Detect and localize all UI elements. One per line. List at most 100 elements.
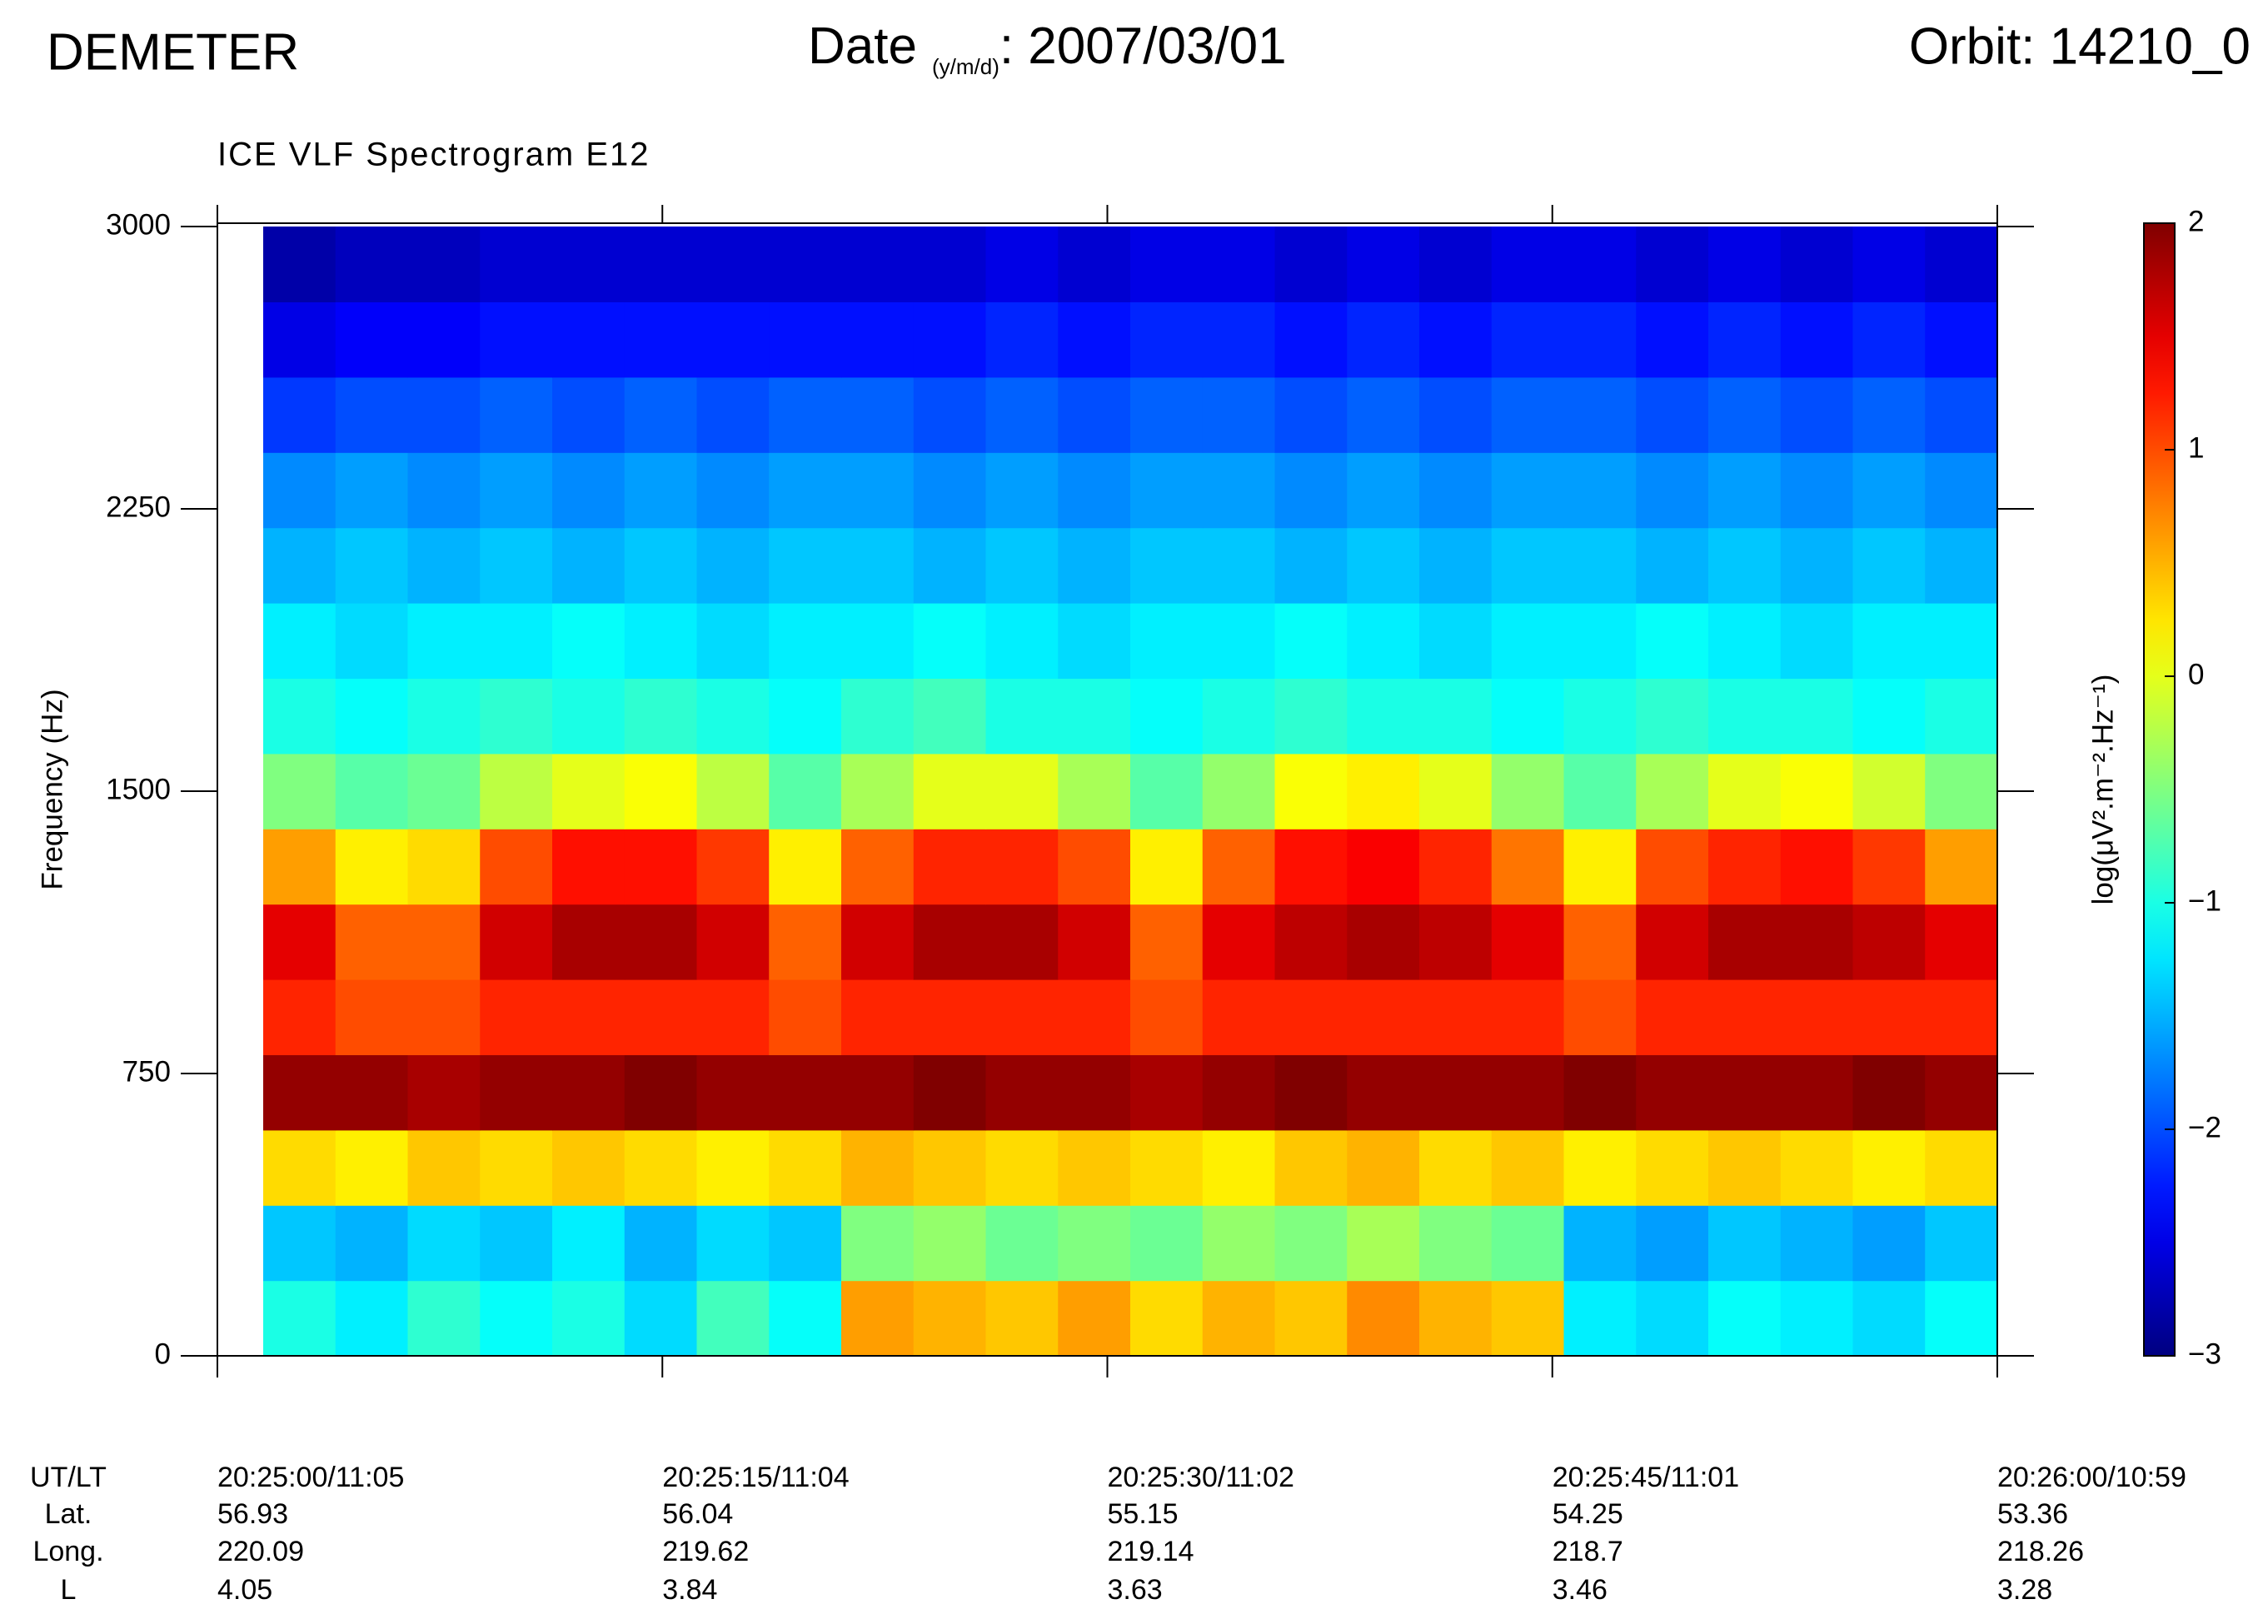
heatmap-cell (696, 979, 770, 1055)
heatmap-cell (696, 527, 770, 604)
heatmap-cell (1419, 904, 1493, 980)
heatmap-cell (1419, 1129, 1493, 1206)
heatmap-cell (552, 376, 626, 453)
orbit: Orbit: 14210_0 (1909, 17, 2251, 75)
heatmap-cell (1563, 1129, 1637, 1206)
heatmap-cell (1925, 753, 1998, 829)
heatmap-cell (263, 753, 336, 829)
heatmap-cell (841, 678, 915, 755)
heatmap-cell (913, 979, 987, 1055)
heatmap-cell (480, 376, 553, 453)
table-cell: 4.05 (217, 1574, 272, 1606)
heatmap-cell (1130, 904, 1204, 980)
table-cell: 56.93 (217, 1498, 288, 1530)
heatmap-cell (1419, 1280, 1493, 1357)
heatmap-cell (1058, 1054, 1131, 1131)
heatmap-cell (1852, 1280, 1926, 1357)
heatmap-cell (1925, 678, 1998, 755)
heatmap-cell (696, 452, 770, 529)
table-cell: 218.26 (1997, 1536, 2084, 1567)
heatmap-cell (1419, 452, 1493, 529)
heatmap-cell (1852, 979, 1926, 1055)
heatmap-cell (1708, 1205, 1782, 1282)
y-axis-label: Frequency (Hz) (36, 689, 68, 889)
heatmap-cell (769, 904, 842, 980)
y-tick-label: 2250 (106, 491, 171, 523)
table-cell: 55.15 (1108, 1498, 1179, 1530)
heatmap-cell (769, 227, 842, 302)
heatmap-cell (1491, 1129, 1565, 1206)
heatmap-cell (769, 753, 842, 829)
heatmap-cell (1636, 452, 1709, 529)
heatmap-cell (624, 979, 698, 1055)
heatmap-cell (552, 1205, 626, 1282)
heatmap-cell (335, 452, 409, 529)
heatmap-cell (1563, 1054, 1637, 1131)
heatmap-cell (624, 227, 698, 302)
heatmap-cell (335, 1054, 409, 1131)
heatmap-cell (1202, 603, 1276, 679)
heatmap-cell (1852, 829, 1926, 905)
heatmap-cell (407, 227, 481, 302)
heatmap-cell (407, 301, 481, 378)
heatmap-cell (407, 753, 481, 829)
heatmap-cell (335, 527, 409, 604)
heatmap-cell (1925, 301, 1998, 378)
heatmap-cell (913, 376, 987, 453)
heatmap-cell (985, 829, 1059, 905)
heatmap-cell (480, 829, 553, 905)
colorbar-tick-label: 0 (2188, 658, 2204, 690)
heatmap-cell (1780, 527, 1854, 604)
heatmap-cell (841, 829, 915, 905)
heatmap-cell (552, 227, 626, 302)
table-cell: 219.62 (662, 1536, 749, 1567)
heatmap-cell (407, 527, 481, 604)
heatmap-cell (1563, 376, 1637, 453)
heatmap-cell (263, 603, 336, 679)
heatmap-cell (1563, 678, 1637, 755)
heatmap-cell (1636, 1280, 1709, 1357)
heatmap-cell (1636, 1129, 1709, 1206)
heatmap-cell (1419, 979, 1493, 1055)
heatmap-cell (1852, 376, 1926, 453)
heatmap-cell (1202, 979, 1276, 1055)
x-tick-label: 20:25:15/11:04 (662, 1462, 849, 1493)
heatmap-cell (769, 527, 842, 604)
heatmap-cell (1636, 904, 1709, 980)
heatmap-cell (1636, 1054, 1709, 1131)
table-cell: 3.46 (1553, 1574, 1608, 1606)
heatmap-cell (841, 1129, 915, 1206)
heatmap-cell (335, 1280, 409, 1357)
heatmap-cell (1202, 1129, 1276, 1206)
heatmap-cell (1274, 301, 1348, 378)
heatmap-cell (1852, 753, 1926, 829)
heatmap-cell (407, 1054, 481, 1131)
heatmap-cell (1130, 829, 1204, 905)
heatmap-cell (407, 376, 481, 453)
table-row-label: Lat. (45, 1498, 92, 1530)
heatmap-cell (1419, 301, 1493, 378)
x-tick-label: 20:26:00/10:59 (1997, 1462, 2186, 1493)
heatmap-cell (480, 753, 553, 829)
date-value: : 2007/03/01 (999, 17, 1287, 75)
heatmap-cell (1780, 603, 1854, 679)
heatmap-cell (841, 603, 915, 679)
heatmap-cell (552, 452, 626, 529)
heatmap-cell (1636, 527, 1709, 604)
heatmap-cell (1780, 227, 1854, 302)
heatmap-cell (624, 904, 698, 980)
colorbar-tick-label: −2 (2188, 1111, 2221, 1143)
heatmap-cell (913, 829, 987, 905)
table-cell: 56.04 (662, 1498, 733, 1530)
table-row-label: UT/LT (30, 1462, 107, 1493)
heatmap-cell (1058, 979, 1131, 1055)
heatmap-cell (624, 678, 698, 755)
heatmap-cell (1563, 904, 1637, 980)
heatmap-cell (1347, 1205, 1420, 1282)
date-units: (y/m/d) (932, 54, 999, 79)
heatmap-cell (552, 1129, 626, 1206)
heatmap-cell (624, 1129, 698, 1206)
heatmap-cell (769, 1054, 842, 1131)
heatmap-cell (407, 829, 481, 905)
heatmap-cell (1058, 452, 1131, 529)
